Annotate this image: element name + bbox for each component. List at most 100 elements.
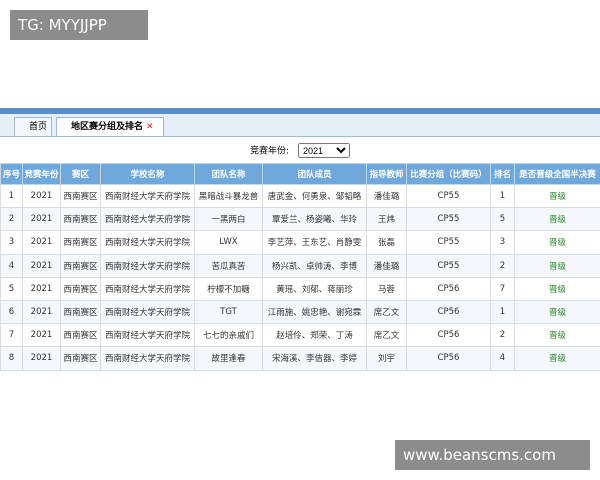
table-cell: CP56 (406, 299, 491, 325)
table-cell: 1 (0, 183, 23, 209)
table-cell: 2021 (22, 276, 61, 301)
table-cell: 7 (0, 323, 23, 348)
table-cell: 西南赛区 (60, 183, 101, 209)
table-cell: 黑暗战斗暴龙兽 (194, 183, 263, 209)
header-cell: 团队成员 (262, 163, 367, 185)
table-cell: 2021 (22, 207, 61, 232)
table-cell: 西南财经大学天府学院 (100, 276, 195, 301)
table-cell: CP56 (406, 276, 491, 301)
table-cell: CP55 (406, 230, 491, 255)
table-cell: 西南赛区 (60, 230, 101, 255)
table-body: 1 2021 西南赛区 西南财经大学天府学院 黑暗战斗暴龙兽 唐武金、何勇泉、邹韬略 潘佳璐… (0, 183, 600, 371)
table-cell: 6 (0, 299, 23, 325)
table-cell: 5 (0, 276, 23, 301)
tab-label: 首页 (29, 122, 48, 132)
table-cell: 晋级 (514, 253, 600, 278)
table-cell: 西南赛区 (60, 299, 101, 325)
table: 序号 竞赛年份 赛区 学校名称 团队名称 团队成员 指导教师 比赛分组（比赛码） 排名 是否晋级全… (0, 163, 600, 371)
table-cell: 席乙文 (366, 299, 407, 325)
year-select[interactable]: 2021 (297, 143, 350, 158)
header-row: 序号 竞赛年份 赛区 学校名称 团队名称 团队成员 指导教师 比赛分组（比赛码） 排名 是否晋级全… (0, 163, 600, 185)
table-cell: 马蓉 (366, 276, 407, 301)
table-cell: 2021 (22, 346, 61, 371)
header-cell: 序号 (0, 163, 23, 185)
table-cell: 4 (490, 346, 515, 371)
table-cell: 2 (0, 207, 23, 232)
table-cell: 2 (490, 323, 515, 348)
table-cell: 西南财经大学天府学院 (100, 253, 195, 278)
table-cell: LWX (194, 230, 263, 255)
table-cell: 柠檬不加糖 (194, 276, 263, 301)
table-cell: 8 (0, 346, 23, 371)
watermark: TG: MYYJJPP (10, 10, 148, 40)
header-cell: 排名 (490, 163, 515, 185)
table-cell: 2 (490, 253, 515, 278)
header-cell: 是否晋级全国半决赛 (514, 163, 600, 185)
table-cell: 宋海溪、李佶器、李婷 (262, 346, 367, 371)
table-cell: 晋级 (514, 323, 600, 348)
table-cell: 故里逢春 (194, 346, 263, 371)
table-cell: 西南赛区 (60, 253, 101, 278)
table-row: 2 2021 西南赛区 西南财经大学天府学院 一黑两白 覃爱兰、杨姿曦、华玲 王炜 CP55 5… (0, 207, 600, 232)
table-cell: 王炜 (366, 207, 407, 232)
table-cell: CP55 (406, 183, 491, 209)
close-icon[interactable]: ✕ (146, 122, 154, 132)
table-cell: 4 (0, 253, 23, 278)
table-cell: 晋级 (514, 276, 600, 301)
table-cell: 覃爱兰、杨姿曦、华玲 (262, 207, 367, 232)
table-cell: 西南财经大学天府学院 (100, 299, 195, 325)
watermark: www.beanscms.com (395, 440, 590, 470)
table-cell: 杨兴凯、卓帅涛、李博 (262, 253, 367, 278)
table-cell: 一黑两白 (194, 207, 263, 232)
table-cell: 晋级 (514, 207, 600, 232)
table-cell: TGT (194, 299, 263, 325)
table-row: 6 2021 西南赛区 西南财经大学天府学院 TGT 江雨施、姚忠艳、谢宛霖 席乙文 CP56… (0, 299, 600, 325)
table-row: 7 2021 西南赛区 西南财经大学天府学院 七七的亲戚们 赵培伶、郑荣、丁涛 席乙文 CP5… (0, 323, 600, 348)
table-cell: 西南财经大学天府学院 (100, 323, 195, 348)
table-cell: CP56 (406, 323, 491, 348)
table-cell: 西南财经大学天府学院 (100, 230, 195, 255)
table-cell: 黄瑶、刘郁、蒋丽珍 (262, 276, 367, 301)
filter: 竞赛年份: 2021 (0, 137, 600, 163)
table-cell: 西南财经大学天府学院 (100, 207, 195, 232)
tab[interactable]: 地区赛分组及排名 ✕ (56, 117, 164, 136)
header-cell: 赛区 (60, 163, 101, 185)
table-cell: 刘宇 (366, 346, 407, 371)
table-cell: 2021 (22, 253, 61, 278)
table-cell: 2021 (22, 323, 61, 348)
table-cell: 潘佳璐 (366, 183, 407, 209)
header-cell: 学校名称 (100, 163, 195, 185)
table-cell: 晋级 (514, 230, 600, 255)
table-cell: 西南财经大学天府学院 (100, 346, 195, 371)
table-cell: 西南财经大学天府学院 (100, 183, 195, 209)
tab[interactable]: 首页 (14, 117, 52, 136)
table-cell: 七七的亲戚们 (194, 323, 263, 348)
table-cell: 苦瓜真苦 (194, 253, 263, 278)
table-cell: 晋级 (514, 183, 600, 209)
table-cell: 3 (0, 230, 23, 255)
table-cell: 西南赛区 (60, 276, 101, 301)
table-cell: CP56 (406, 346, 491, 371)
panel: 首页 地区赛分组及排名 ✕ 竞赛年份: 2021 序号 竞赛年份 赛区 学校名称 团队名称… (0, 108, 600, 371)
table-cell: 晋级 (514, 299, 600, 325)
table-cell: 5 (490, 207, 515, 232)
header-cell: 指导教师 (366, 163, 407, 185)
tab-label: 地区赛分组及排名 (71, 122, 144, 132)
table-cell: 唐武金、何勇泉、邹韬略 (262, 183, 367, 209)
header-cell: 团队名称 (194, 163, 263, 185)
table-cell: 席乙文 (366, 323, 407, 348)
header-cell: 竞赛年份 (22, 163, 61, 185)
table-cell: 西南赛区 (60, 323, 101, 348)
table-cell: 晋级 (514, 346, 600, 371)
table-row: 4 2021 西南赛区 西南财经大学天府学院 苦瓜真苦 杨兴凯、卓帅涛、李博 潘佳璐 CP55… (0, 253, 600, 278)
table-cell: 1 (490, 183, 515, 209)
table-cell: 1 (490, 299, 515, 325)
table-cell: 2021 (22, 183, 61, 209)
tab-bar: 首页 地区赛分组及排名 ✕ (0, 114, 600, 137)
table-row: 3 2021 西南赛区 西南财经大学天府学院 LWX 李艺萍、王东艺、肖静雯 张磊 CP55 3… (0, 230, 600, 255)
filter-label: 竞赛年份: (250, 146, 290, 157)
table-cell: 潘佳璐 (366, 253, 407, 278)
table-cell: 赵培伶、郑荣、丁涛 (262, 323, 367, 348)
table-cell: 2021 (22, 230, 61, 255)
